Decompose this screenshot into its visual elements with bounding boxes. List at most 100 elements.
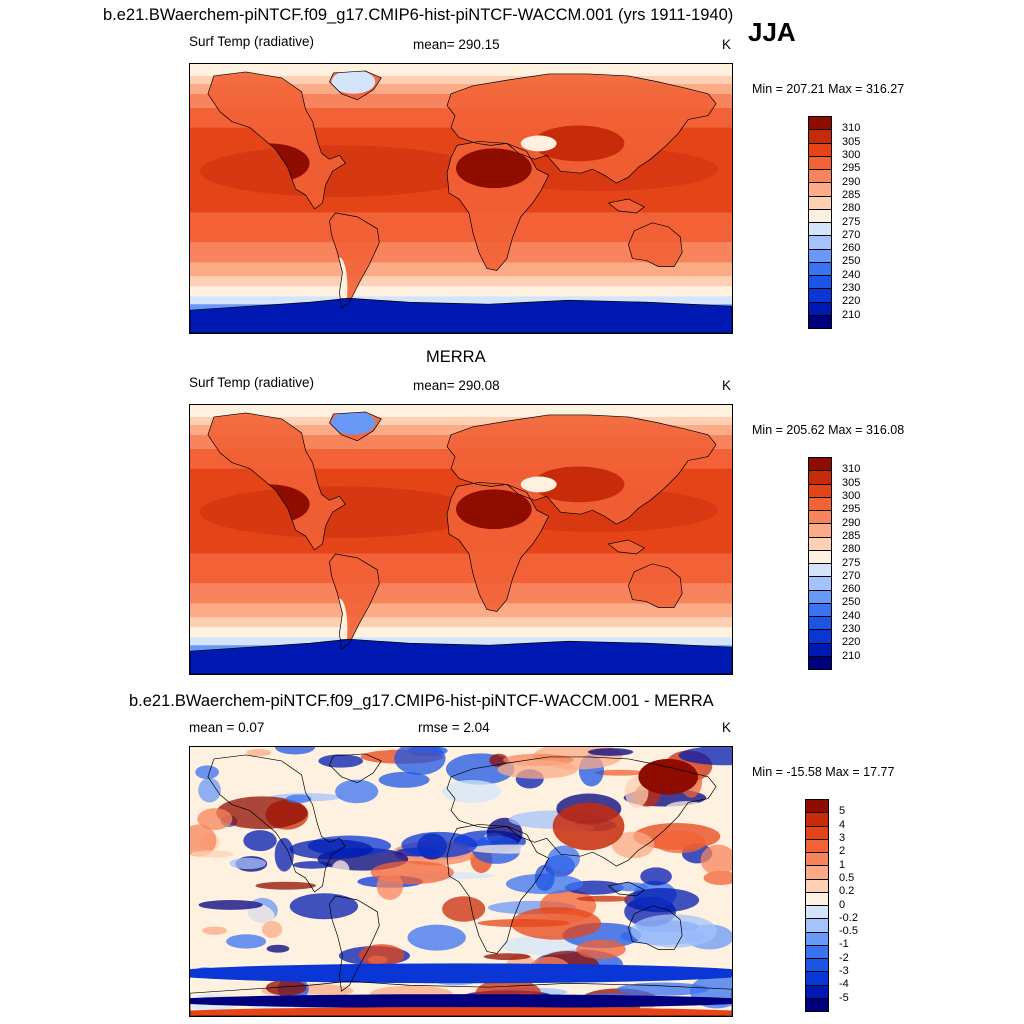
colorbar-swatch	[809, 117, 831, 131]
temperature-band	[190, 64, 732, 76]
temperature-band	[190, 603, 732, 618]
obs-surface-temp-map	[190, 405, 732, 674]
diff-blob	[442, 896, 486, 922]
colorbar-tick-label: 275	[842, 215, 861, 228]
temperature-band	[190, 637, 732, 646]
coastline	[329, 212, 380, 309]
coastline	[329, 753, 382, 784]
diff-band-negative	[190, 963, 732, 984]
coastline	[329, 895, 380, 992]
colorbar-tick-label: 285	[842, 188, 861, 201]
temperature-band	[190, 276, 732, 287]
colorbar-tick-label: 305	[842, 135, 861, 148]
panel-diff-rmse: rmse = 2.04	[418, 720, 490, 735]
colorbar-swatch	[809, 183, 831, 197]
temperature-band	[190, 242, 732, 263]
colorbar-swatch	[809, 564, 831, 578]
colorbar-tick-label: 280	[842, 543, 861, 556]
colorbar-tick-label: 240	[842, 609, 861, 622]
colorbar-tick-label: 300	[842, 489, 861, 502]
tropical-pool	[199, 486, 479, 539]
diff-blob	[612, 882, 648, 892]
diff-blob	[358, 944, 405, 966]
panel-obs-map	[189, 404, 733, 675]
diff-blob	[497, 760, 578, 779]
hot-region	[532, 125, 625, 162]
panel-model-map	[189, 63, 733, 334]
panel-model-units: K	[722, 37, 732, 52]
temperature-band	[190, 83, 732, 94]
colorbar-swatch	[806, 866, 828, 880]
colorbar-swatch	[809, 603, 831, 617]
temperature-band	[190, 583, 732, 604]
coastline	[446, 482, 550, 612]
colorbar-swatch	[806, 826, 828, 840]
colorbar-swatch	[809, 130, 831, 144]
colorbar-swatch	[809, 236, 831, 250]
diff-blob	[678, 747, 732, 766]
diff-blob	[442, 779, 501, 803]
diff-blob	[378, 771, 430, 788]
colorbar-tick-label: -2	[839, 951, 849, 964]
coastline	[446, 414, 717, 525]
colorbar-tick-label: 220	[842, 295, 861, 308]
colorbar-tick-label: -0.2	[839, 911, 858, 924]
colorbar-tick-label: -4	[839, 978, 849, 991]
colorbar-tick-label: 4	[839, 818, 846, 831]
colorbar-swatch	[809, 484, 831, 498]
colorbar-swatch	[809, 156, 831, 170]
diff-blob	[576, 895, 632, 902]
diff-blob	[286, 794, 312, 804]
coastline	[190, 980, 732, 1016]
colorbar-tick-label: 260	[842, 583, 861, 596]
panel-model-colorbar	[808, 116, 832, 329]
diff-blob	[315, 813, 372, 834]
colorbar-swatch	[809, 262, 831, 276]
temperature-band	[190, 405, 732, 417]
temperature-band	[190, 416, 732, 425]
diff-band-positive	[190, 1007, 732, 1016]
diff-blob	[289, 839, 374, 860]
colorbar-tick-label: 230	[842, 282, 861, 295]
diff-positive	[638, 758, 699, 795]
diff-blob	[640, 867, 672, 886]
diff-blob	[216, 796, 308, 830]
diff-blob	[401, 831, 478, 858]
diff-blob	[229, 857, 267, 870]
diff-blob	[576, 939, 626, 960]
panel-diff-minmax: Min = -15.58 Max = 17.77	[752, 765, 895, 779]
model-surface-temp-map	[190, 64, 732, 333]
colorbar-swatch	[809, 223, 831, 237]
coastline	[607, 881, 645, 897]
diff-blob	[653, 830, 706, 854]
diff-blob	[198, 777, 221, 803]
diff-blob	[468, 844, 554, 854]
plateau-cold	[520, 135, 557, 152]
colorbar-tick-label: 0.5	[839, 871, 855, 884]
diff-blob	[289, 893, 359, 920]
colorbar-tick-label: 210	[842, 308, 861, 321]
colorbar-tick-label: 310	[842, 463, 861, 476]
colorbar-tick-label: 300	[842, 148, 861, 161]
diff-blob	[331, 860, 350, 882]
diff-blob	[394, 747, 446, 775]
colorbar-tick-label: 0.2	[839, 885, 855, 898]
colorbar-swatch	[809, 471, 831, 485]
colorbar-swatch	[809, 524, 831, 538]
colorbar-tick-label: 290	[842, 516, 861, 529]
diff-blob	[624, 888, 700, 913]
colorbar-tick-label: 310	[842, 122, 861, 135]
temperature-band	[190, 286, 732, 297]
colorbar-tick-label: 250	[842, 596, 861, 609]
colorbar-swatch	[809, 302, 831, 316]
diff-blob	[407, 924, 466, 951]
panel-obs-variable: Surf Temp (radiative)	[189, 375, 315, 390]
diff-blob	[274, 837, 294, 872]
colorbar-tick-label: 275	[842, 556, 861, 569]
colorbar-tick-label: -0.5	[839, 925, 858, 938]
panel-obs-colorbar	[808, 457, 832, 670]
colorbar-swatch	[806, 945, 828, 959]
colorbar-tick-label: 3	[839, 831, 846, 844]
diff-blob	[630, 914, 718, 948]
